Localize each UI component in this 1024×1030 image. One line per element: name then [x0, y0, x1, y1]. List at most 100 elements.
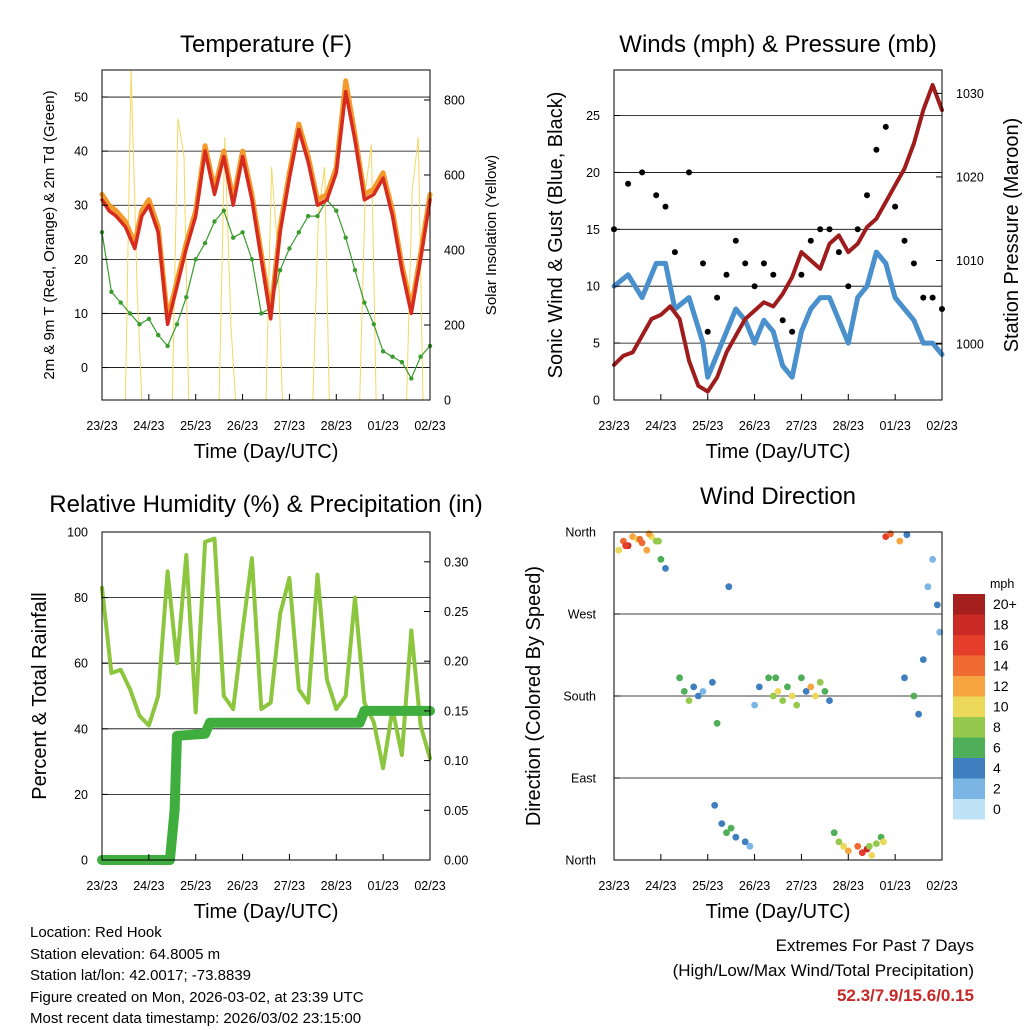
- x-tick-label: 01/23: [880, 419, 911, 433]
- winds-ticks: 0 5 10 15 20 25 1000 1010 1020 1030 23/23 24/23 25/2…: [586, 87, 984, 433]
- x-tick-label: 28/23: [321, 879, 352, 893]
- legend-swatch: [953, 758, 985, 779]
- x-tick-label: 27/23: [786, 879, 817, 893]
- gust-point: [835, 249, 842, 256]
- x-tick-label: 25/23: [180, 879, 211, 893]
- direction-point: [798, 674, 805, 682]
- gust-point: [892, 203, 899, 210]
- y-right-tick-label: 0.00: [444, 854, 468, 868]
- wind-direction-ylabel: Direction (Colored By Speed): [523, 566, 545, 826]
- legend-title: mph: [990, 577, 1014, 591]
- y-tick-label: 10: [586, 280, 600, 294]
- direction-point: [807, 683, 815, 691]
- 2m-temperature-line: [100, 89, 432, 327]
- x-tick-label: 24/23: [645, 879, 676, 893]
- gust-point: [625, 180, 632, 187]
- gust-point: [760, 260, 767, 267]
- x-tick-label: 27/23: [274, 419, 305, 433]
- x-tick-label: 28/23: [833, 879, 864, 893]
- legend-label: 10: [993, 699, 1009, 715]
- gust-point: [723, 271, 730, 278]
- winds-xlabel: Time (Day/UTC): [706, 441, 851, 463]
- direction-point: [835, 838, 843, 846]
- direction-point: [746, 842, 754, 850]
- gust-point: [742, 260, 749, 267]
- direction-point: [718, 820, 726, 827]
- station-latlon: Station lat/lon: 42.0017; -73.8839: [30, 967, 252, 984]
- y-right-tick-label: 1000: [956, 338, 984, 352]
- direction-point: [655, 537, 662, 545]
- direction-point: [662, 565, 669, 572]
- legend-swatch: [953, 614, 985, 635]
- direction-point: [615, 546, 623, 554]
- temperature-ticks: 0 10 20 30 40 50 0 200 400 600 800 23/23 24/23 25/23 2…: [74, 91, 465, 433]
- y-tick-label: 10: [74, 307, 88, 321]
- y-tick-label: 0: [81, 854, 88, 868]
- direction-point: [779, 697, 787, 704]
- direction-point: [887, 530, 894, 538]
- gust-point: [662, 203, 669, 210]
- direction-point: [866, 842, 873, 850]
- recent-data-timestamp: Most recent data timestamp: 2026/03/02 2…: [30, 1010, 362, 1027]
- direction-point: [755, 683, 763, 691]
- y-tick-label: 0: [593, 394, 600, 408]
- legend-label: 12: [993, 678, 1009, 694]
- winds-panel: Winds (mph) & Pressure (mb) 0 5 10 15 20 25 10…: [545, 31, 1023, 463]
- y-tick-label: 30: [74, 199, 88, 213]
- gust-point: [714, 294, 721, 301]
- y-right-tick-label: 0.30: [444, 555, 468, 569]
- x-tick-label: 24/23: [645, 419, 676, 433]
- direction-point: [732, 833, 740, 841]
- gust-point: [854, 226, 861, 233]
- station-info: Location: Red Hook Station elevation: 64…: [30, 922, 364, 1030]
- y-tick-label: 50: [74, 91, 88, 105]
- direction-point: [657, 555, 665, 563]
- direction-point: [873, 840, 880, 847]
- legend-swatch: [953, 737, 985, 758]
- humidity-gridlines: [102, 531, 430, 861]
- x-tick-label: 26/23: [227, 879, 258, 893]
- direction-point: [821, 688, 829, 695]
- y-tick-label: 20: [74, 788, 88, 802]
- wind-direction-gridlines: [614, 531, 942, 861]
- y-right-tick-label: 1030: [956, 87, 984, 101]
- x-tick-label: 23/23: [598, 419, 629, 433]
- y-right-tick-label: 1020: [956, 170, 984, 184]
- direction-point: [699, 688, 707, 695]
- direction-tick-label: East: [571, 772, 597, 786]
- x-tick-label: 25/23: [180, 419, 211, 433]
- extremes-subheading: (High/Low/Max Wind/Total Precipitation): [672, 961, 974, 980]
- legend-swatch: [953, 717, 985, 738]
- legend-label: 8: [993, 719, 1001, 735]
- direction-point: [723, 829, 730, 837]
- humidity-series: [97, 536, 435, 865]
- direction-point: [774, 688, 782, 695]
- gust-point: [817, 226, 824, 233]
- gust-point: [653, 192, 660, 199]
- direction-point: [769, 692, 777, 700]
- gust-point: [671, 249, 678, 256]
- gust-point: [751, 283, 758, 290]
- x-tick-label: 24/23: [133, 879, 164, 893]
- y-tick-label: 100: [67, 526, 88, 540]
- temperature-title: Temperature (F): [180, 31, 352, 58]
- x-tick-label: 23/23: [598, 879, 629, 893]
- direction-point: [826, 697, 833, 704]
- extremes-box: Extremes For Past 7 Days (High/Low/Max W…: [673, 933, 974, 1008]
- y-right-tick-label: 0.10: [444, 754, 468, 768]
- direction-point: [844, 847, 852, 855]
- direction-point: [676, 674, 683, 682]
- station-pressure-line: [612, 83, 944, 394]
- wind-direction-xlabel: Time (Day/UTC): [706, 901, 851, 923]
- y-right-tick-label: 800: [444, 94, 465, 108]
- gust-point: [845, 283, 852, 290]
- humidity-title: Relative Humidity (%) & Precipitation (i…: [49, 491, 482, 518]
- x-tick-label: 26/23: [739, 419, 770, 433]
- humidity-ylabel: Percent & Total Rainfall: [29, 592, 51, 800]
- direction-tick-label: West: [568, 608, 597, 622]
- direction-point: [725, 583, 733, 591]
- humidity-panel: Relative Humidity (%) & Precipitation (i…: [29, 491, 483, 923]
- x-tick-label: 25/23: [692, 879, 723, 893]
- direction-point: [901, 674, 908, 682]
- x-tick-label: 02/23: [414, 879, 445, 893]
